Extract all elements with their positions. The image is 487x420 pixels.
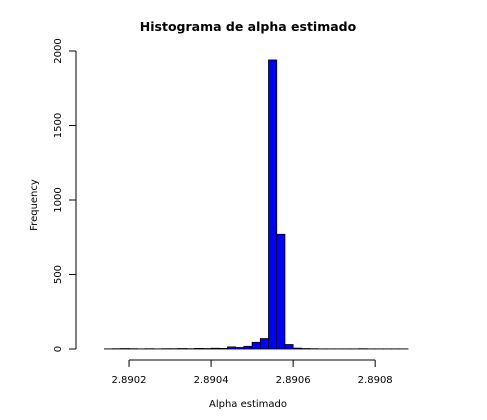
x-axis: 2.8902 2.8904 2.8906 2.8908 [112,359,393,386]
y-axis: 0 500 1000 1500 2000 [53,38,77,352]
x-axis-label: Alpha estimado [209,399,287,410]
histogram-bar-17 [235,347,245,350]
histogram-bar-20 [259,338,269,350]
histogram-bar-14 [210,347,220,350]
histogram-bar-12 [194,348,204,350]
y-tick-label: 2000 [53,38,64,63]
histogram-bar-23 [284,344,294,350]
histogram-bar-21 [268,59,278,350]
x-tick-label: 2.8902 [112,375,147,386]
histogram-bar-19 [251,341,261,350]
chart-title: Histograma de alpha estimado [140,19,357,34]
histogram-bar-16 [227,346,237,350]
histogram-bars [104,59,409,350]
y-tick-label: 0 [53,346,64,352]
histogram-bar-24 [292,347,302,350]
y-axis-label: Frequency [29,179,40,231]
y-tick-label: 500 [53,265,64,284]
histogram-bar-15 [218,348,228,350]
histogram-bar-22 [276,233,286,350]
histogram-bar-18 [243,345,253,350]
y-tick-label: 1500 [53,113,64,138]
x-tick-label: 2.8906 [276,375,311,386]
x-tick-label: 2.8908 [358,375,393,386]
y-tick-label: 1000 [53,187,64,212]
x-tick-label: 2.8904 [194,375,229,386]
